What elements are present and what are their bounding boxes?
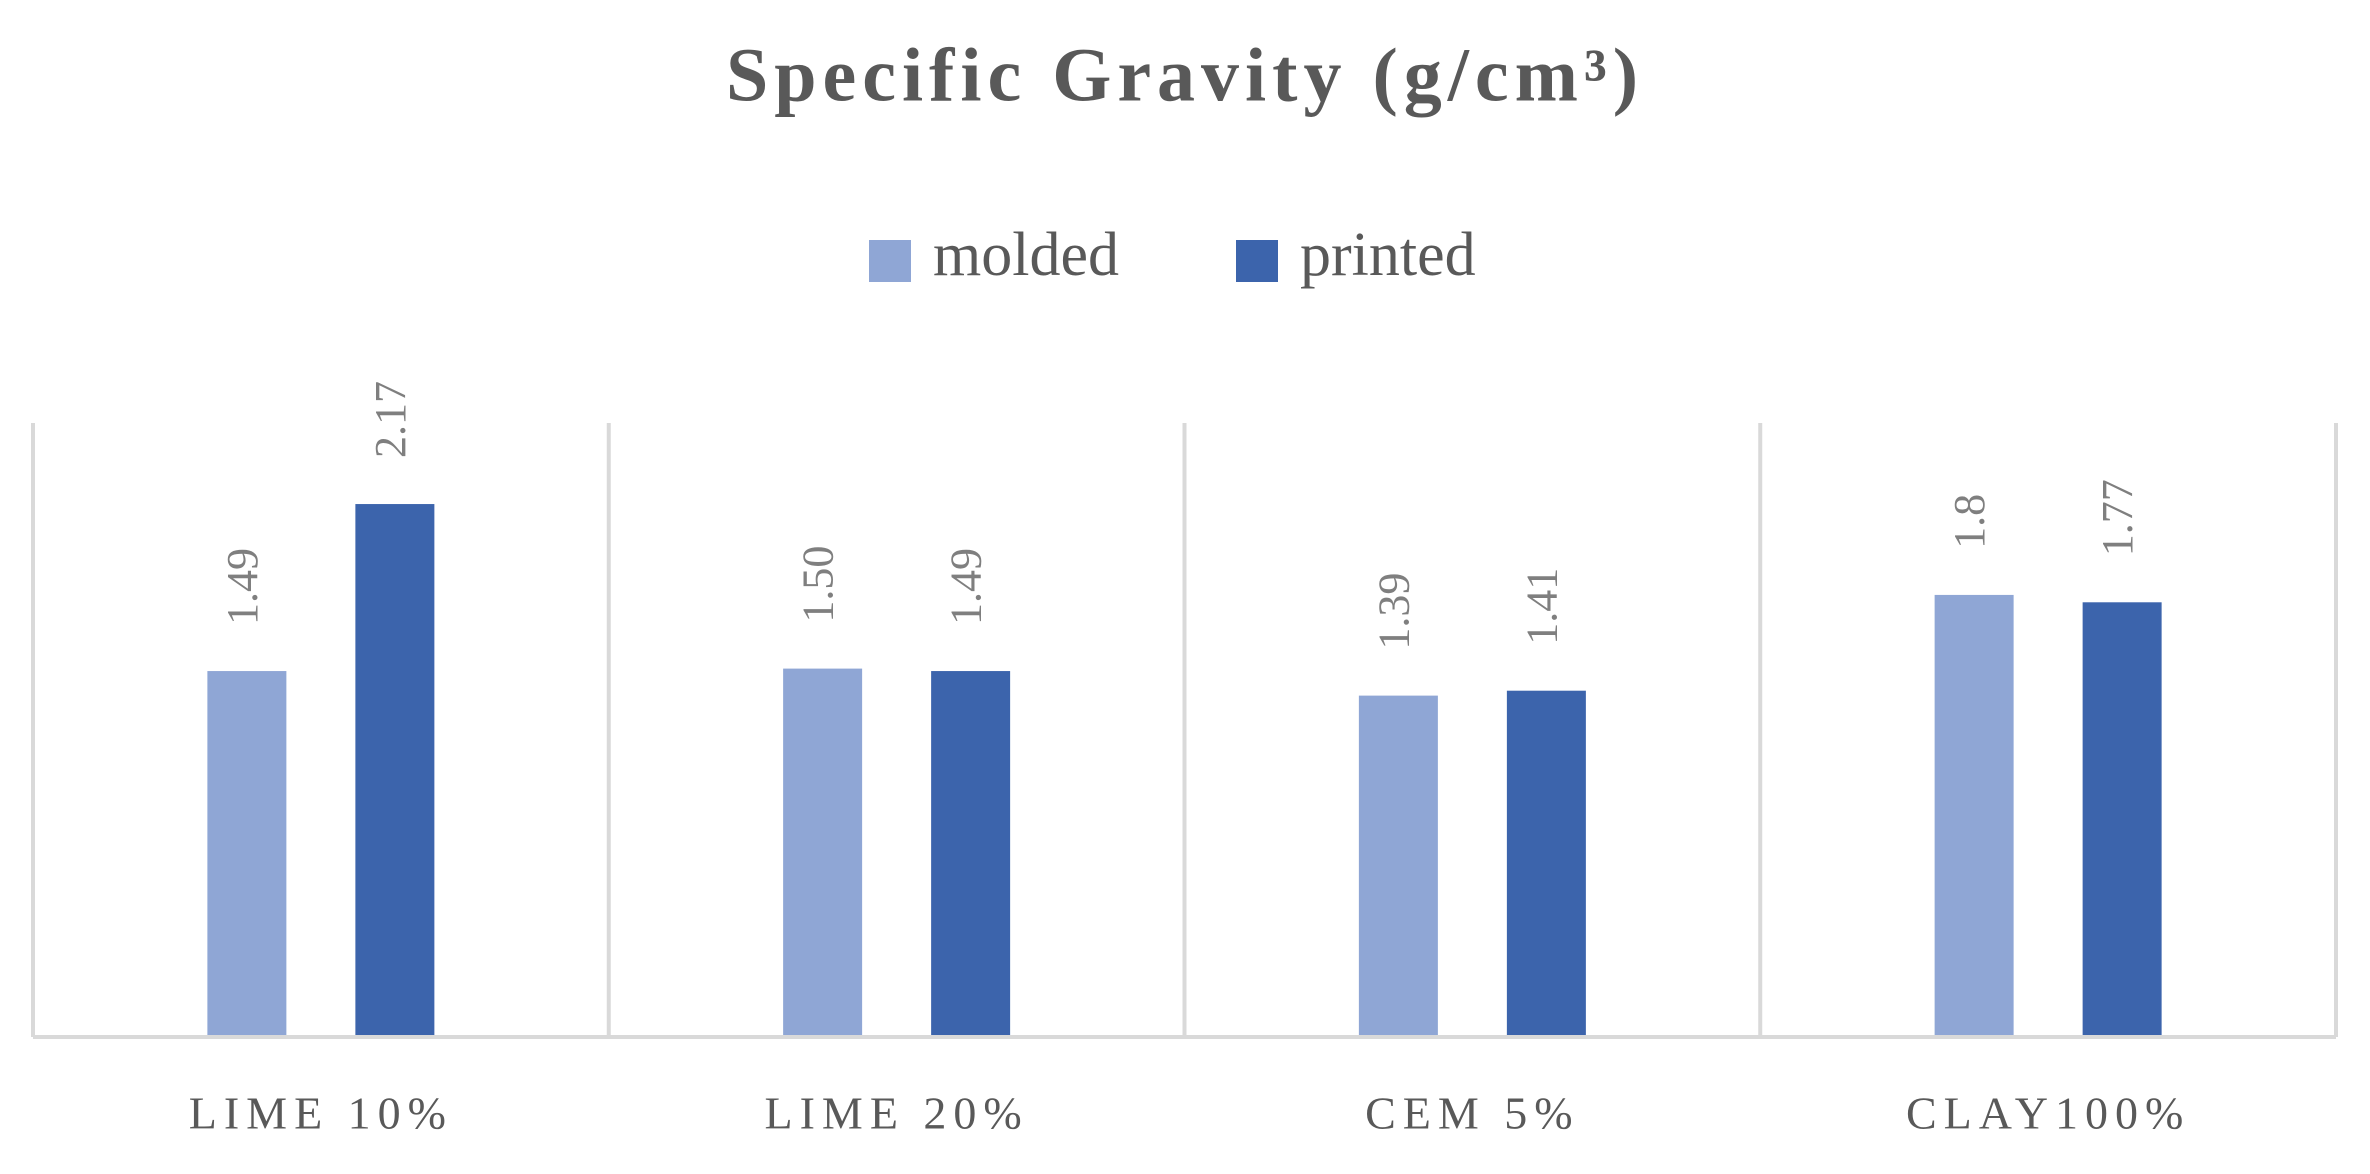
value-label: 1.39 [1369,573,1418,650]
value-label: 1.41 [1517,568,1566,645]
x-tick-label: LIME 10% [189,1088,453,1139]
x-tick-label: CEM 5% [1365,1088,1580,1139]
bar [1358,695,1438,1037]
bar [207,671,287,1037]
legend-label: printed [1300,221,1476,289]
bar [931,671,1011,1037]
legend-swatch [1236,240,1278,282]
bar [1934,594,2014,1037]
legend-label: molded [933,221,1119,289]
value-label: 1.49 [942,548,991,625]
chart-title: Specific Gravity (g/cm³) [726,33,1644,117]
x-tick-label: LIME 20% [765,1088,1029,1139]
legend-swatch [869,240,911,282]
value-label: 1.77 [2093,479,2142,556]
bar [783,668,863,1037]
value-label: 1.49 [218,548,267,625]
value-label: 2.17 [366,381,415,458]
bar [1506,690,1586,1037]
bar [355,504,435,1038]
value-label: 1.8 [1945,494,1994,549]
value-label: 1.50 [794,546,843,623]
bar [2082,602,2162,1037]
x-tick-label: CLAY100% [1906,1088,2190,1139]
